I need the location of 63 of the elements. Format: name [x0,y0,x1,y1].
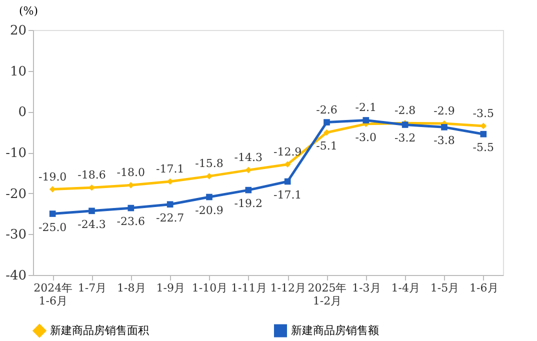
x-tick-label: 1-9月 [156,282,185,294]
point [324,129,330,136]
data-label: -5.5 [472,141,494,154]
point [166,201,174,208]
point [88,208,95,214]
data-label: -2.6 [316,103,338,116]
x-tick-label: 1-6月 [470,282,498,294]
data-label: -3.8 [434,134,455,148]
point [441,124,448,130]
point [245,186,252,194]
x-tick-label: 1-8月 [117,282,146,294]
point [362,117,370,124]
point [324,119,330,126]
data-label: -12.9 [273,145,302,158]
x-tick-label: 1-11月 [231,282,267,294]
point [480,122,487,130]
x-tick-label: 1-10月 [192,282,228,294]
data-label: -3.2 [394,132,416,145]
x-tick-label: 2024年 1-6月 [34,282,73,308]
data-label: -18.6 [78,168,106,182]
point [245,166,252,174]
data-label: -19.0 [38,170,67,184]
point [206,194,212,200]
y-tick-label: -20 [6,186,26,202]
data-label: -22.7 [156,211,184,224]
y-tick-label: -30 [6,228,26,243]
x-tick-label: 1-5月 [430,282,460,294]
point [284,161,291,168]
legend-label: 新建商品房销售额 [291,324,379,337]
data-label: -24.3 [78,218,106,231]
y-tick-label: 10 [10,64,26,80]
data-label: -19.2 [234,197,263,210]
x-tick-label: 1-12月 [270,282,306,294]
data-label: -17.1 [273,188,302,202]
y-axis-title: (%) [18,4,38,18]
data-label: -14.3 [234,151,263,164]
point [49,210,56,217]
data-label: -2.1 [355,101,377,114]
point [284,178,291,185]
data-label: -2.9 [434,104,455,118]
y-tick-label: 20 [10,24,26,38]
data-label: -15.8 [195,157,224,170]
x-tick-label: 1-4月 [391,282,420,294]
point [88,184,95,191]
data-label: -23.6 [116,215,146,228]
data-label: -3.0 [355,130,377,144]
x-tick-label: 1-7月 [78,282,107,294]
y-tick-label: 0 [18,105,26,120]
point [49,186,56,192]
x-tick-label: 2025年 1-2月 [308,282,347,308]
y-tick-label: -10 [6,146,26,161]
x-tick-label: 1-3月 [352,282,381,294]
data-label: -2.8 [394,104,416,118]
point [480,130,487,138]
data-label: -18.0 [116,166,146,180]
data-label: -20.9 [195,204,224,218]
legend-label: 新建商品房销售面积 [50,324,149,337]
point [128,204,134,212]
data-label: -17.1 [156,162,184,176]
data-label: -3.5 [472,106,494,120]
data-label: -5.1 [316,139,338,152]
y-tick-label: -40 [6,268,26,284]
data-label: -25.0 [38,220,67,234]
